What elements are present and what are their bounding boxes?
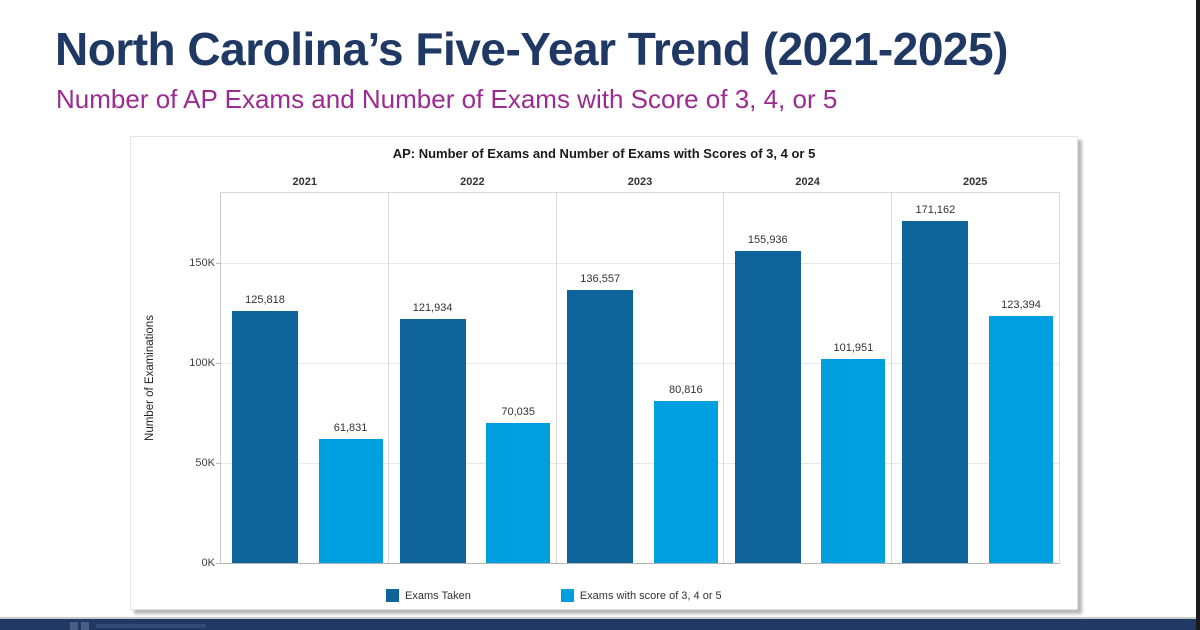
y-tick-label: 0K <box>201 557 215 569</box>
gridline <box>221 262 1059 264</box>
bar-value-label: 155,936 <box>747 234 788 247</box>
bar-value-label: 171,162 <box>915 203 956 216</box>
legend-item: Exams with score of 3, 4 or 5 <box>560 589 722 602</box>
x-axis-year-label: 2025 <box>962 176 988 188</box>
bar-2025-series-2 <box>989 316 1053 563</box>
chart-card: AP: Number of Exams and Number of Exams … <box>130 136 1078 610</box>
panel-separator <box>723 193 725 563</box>
bar-value-label: 80,816 <box>668 384 703 397</box>
bar-value-label: 121,934 <box>412 302 453 315</box>
bar-2025-series-1 <box>902 220 969 563</box>
legend-swatch <box>386 589 399 602</box>
bar-value-label: 125,818 <box>245 294 285 307</box>
panel-separator <box>388 193 390 563</box>
bar-value-label: 61,831 <box>333 422 368 435</box>
chart-legend: Exams Taken Exams with score of 3, 4 or 5 <box>386 589 722 602</box>
legend-swatch <box>560 589 574 602</box>
footer-bar <box>0 619 1200 630</box>
footer-logo-partial <box>70 622 220 630</box>
y-tick-mark <box>216 362 221 364</box>
legend-label: Exams Taken <box>405 589 471 602</box>
x-axis-year-label: 2024 <box>795 176 820 188</box>
x-axis-year-label: 2023 <box>627 176 653 188</box>
bar-2022-series-1 <box>399 319 466 563</box>
bar-value-label: 101,951 <box>833 342 874 355</box>
legend-label: Exams with score of 3, 4 or 5 <box>579 589 722 602</box>
gridline <box>221 362 1059 364</box>
bar-2024-series-1 <box>734 251 801 563</box>
y-axis-title: Number of Examinations <box>144 315 156 441</box>
chart-title: AP: Number of Exams and Number of Exams … <box>392 146 816 161</box>
bar-value-label: 123,394 <box>1001 299 1041 312</box>
bar-2023-series-1 <box>567 289 634 563</box>
bar-2021-series-2 <box>318 439 383 563</box>
footer-rule <box>0 617 1200 619</box>
y-tick-mark <box>216 462 221 464</box>
x-axis-year-label: 2021 <box>292 176 318 188</box>
bar-value-label: 70,035 <box>501 405 536 418</box>
bar-2024-series-2 <box>821 359 886 563</box>
screen-edge-strip <box>1196 0 1200 630</box>
page-subtitle: Number of AP Exams and Number of Exams w… <box>56 84 838 114</box>
y-tick-mark <box>216 262 221 264</box>
bar-2023-series-2 <box>653 401 718 563</box>
y-tick-mark <box>216 562 221 564</box>
plot-area: Number of Examinations 0K 50K 100K 150K 2021… <box>144 176 1060 569</box>
bar-value-label: 136,557 <box>580 272 621 285</box>
legend-item: Exams Taken <box>386 589 471 602</box>
gridline <box>221 462 1059 464</box>
panel-separator <box>555 193 557 563</box>
bar-2021-series-1 <box>232 311 298 563</box>
panel-separator <box>890 193 892 563</box>
page-title: North Carolina’s Five-Year Trend (2021-2… <box>55 23 1008 75</box>
x-axis-year-label: 2022 <box>460 176 485 188</box>
bar-2022-series-2 <box>486 422 551 563</box>
y-tick-label: 150K <box>189 257 215 269</box>
y-tick-label: 50K <box>195 457 215 469</box>
y-tick-label: 100K <box>189 357 215 369</box>
